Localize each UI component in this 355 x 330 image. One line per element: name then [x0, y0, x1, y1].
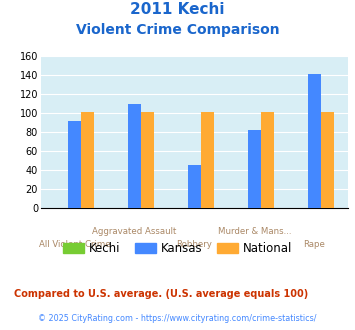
Text: Violent Crime Comparison: Violent Crime Comparison — [76, 23, 279, 37]
Legend: Kechi, Kansas, National: Kechi, Kansas, National — [59, 237, 296, 260]
Bar — [68, 120, 81, 208]
Text: © 2025 CityRating.com - https://www.cityrating.com/crime-statistics/: © 2025 CityRating.com - https://www.city… — [38, 314, 317, 323]
Text: Compared to U.S. average. (U.S. average equals 100): Compared to U.S. average. (U.S. average … — [14, 289, 308, 299]
Text: All Violent Crime: All Violent Crime — [39, 240, 110, 249]
Bar — [81, 112, 94, 208]
Bar — [188, 165, 201, 208]
Bar — [307, 74, 321, 208]
Bar — [141, 112, 154, 208]
Text: Robbery: Robbery — [176, 240, 212, 249]
Text: Murder & Mans...: Murder & Mans... — [218, 227, 291, 236]
Bar — [201, 112, 214, 208]
Bar — [261, 112, 274, 208]
Bar — [321, 112, 334, 208]
Text: Rape: Rape — [303, 240, 325, 249]
Text: Aggravated Assault: Aggravated Assault — [92, 227, 177, 236]
Bar — [128, 105, 141, 208]
Text: 2011 Kechi: 2011 Kechi — [130, 2, 225, 16]
Bar — [248, 130, 261, 208]
